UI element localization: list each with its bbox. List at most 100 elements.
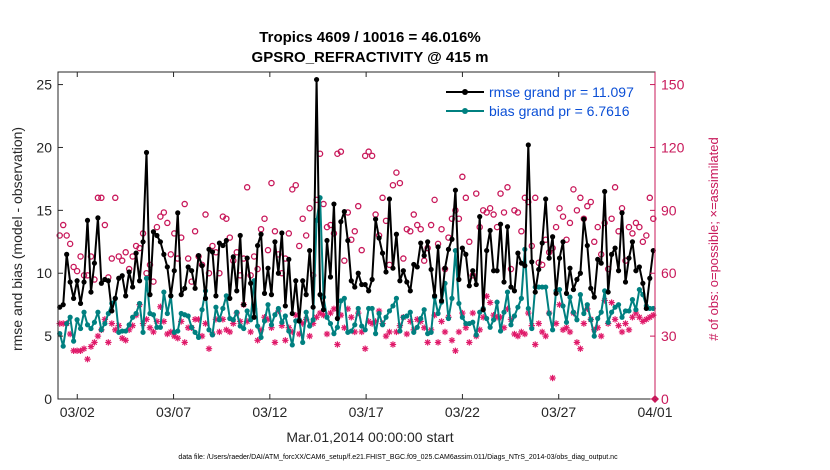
possible-point bbox=[410, 211, 418, 218]
series-point bbox=[241, 325, 247, 332]
assimilated-point bbox=[577, 345, 584, 352]
possible-point bbox=[261, 215, 268, 222]
assimilated-point bbox=[469, 309, 476, 317]
assimilated-point bbox=[448, 337, 456, 344]
series-point bbox=[348, 278, 354, 284]
x-tick-label: 03/12 bbox=[252, 404, 287, 420]
possible-point bbox=[379, 194, 386, 202]
possible-point bbox=[483, 209, 490, 216]
series-point bbox=[581, 216, 587, 222]
series-rmse bbox=[57, 76, 656, 324]
series-point bbox=[109, 308, 115, 314]
series-point bbox=[494, 268, 500, 274]
series-point bbox=[324, 237, 330, 244]
possible-point bbox=[202, 211, 209, 218]
possible-point bbox=[646, 194, 654, 202]
assimilated-point bbox=[455, 328, 463, 336]
series-point bbox=[123, 328, 129, 334]
series-point bbox=[567, 265, 573, 271]
possible-point bbox=[368, 152, 376, 160]
series-point bbox=[376, 235, 382, 241]
possible-point bbox=[184, 255, 192, 262]
series-point bbox=[407, 309, 413, 315]
x-tick-label: 03/07 bbox=[156, 404, 191, 420]
series-point bbox=[119, 273, 125, 279]
series-point bbox=[147, 292, 153, 298]
x-tick-label: 03/17 bbox=[349, 404, 384, 420]
series-point bbox=[98, 280, 104, 286]
series-point bbox=[91, 319, 98, 325]
possible-point bbox=[573, 207, 581, 214]
assimilated-point bbox=[532, 341, 539, 348]
possible-point bbox=[164, 219, 171, 227]
series-point bbox=[400, 268, 406, 274]
series-point bbox=[157, 324, 163, 330]
series-point bbox=[136, 300, 143, 307]
series-point bbox=[282, 303, 288, 309]
series-point bbox=[459, 314, 465, 320]
possible-point bbox=[650, 215, 657, 222]
series-point bbox=[598, 309, 604, 315]
series-point bbox=[261, 290, 268, 296]
series-point bbox=[300, 278, 306, 284]
series-point bbox=[445, 315, 452, 322]
series-point bbox=[588, 285, 594, 291]
series-point bbox=[570, 309, 577, 315]
series-point bbox=[629, 297, 636, 303]
series-point bbox=[390, 265, 396, 271]
assimilated-point bbox=[573, 339, 581, 346]
series-point bbox=[504, 289, 511, 295]
series-point bbox=[230, 254, 236, 260]
series-point bbox=[341, 295, 347, 301]
series-point bbox=[466, 283, 472, 289]
series-point bbox=[244, 308, 250, 314]
series-point bbox=[605, 319, 611, 325]
assimilated-point bbox=[618, 328, 626, 336]
series-point bbox=[265, 302, 271, 308]
legend-label: bias grand pr = 6.7616 bbox=[489, 103, 630, 119]
assimilated-point bbox=[466, 339, 473, 346]
series-point bbox=[511, 288, 518, 294]
possible-point bbox=[101, 221, 109, 229]
series-point bbox=[491, 317, 497, 323]
assimilated-point bbox=[334, 341, 341, 348]
series-point bbox=[615, 302, 622, 308]
assimilated-point bbox=[452, 347, 459, 354]
possible-point bbox=[407, 228, 414, 235]
series-point bbox=[633, 268, 639, 274]
series-point bbox=[501, 309, 507, 315]
series-point bbox=[539, 240, 545, 246]
series-point bbox=[195, 253, 202, 259]
series-point bbox=[289, 310, 295, 317]
possible-point bbox=[393, 169, 400, 176]
series-point bbox=[143, 275, 150, 281]
y-tick-label: 20 bbox=[36, 139, 52, 155]
legend-swatch-marker bbox=[462, 89, 468, 95]
series-point bbox=[143, 149, 150, 156]
possible-point bbox=[56, 232, 63, 239]
possible-point bbox=[611, 184, 619, 191]
series-point bbox=[237, 232, 243, 239]
possible-point bbox=[223, 215, 230, 222]
series-point bbox=[487, 324, 493, 330]
assimilated-point bbox=[247, 328, 254, 336]
series-point bbox=[289, 342, 295, 348]
series-point bbox=[497, 328, 504, 334]
series-point bbox=[352, 322, 358, 328]
series-point bbox=[418, 315, 424, 322]
possible-point bbox=[636, 223, 643, 231]
assimilated-point bbox=[386, 328, 393, 336]
series-point bbox=[307, 247, 313, 254]
possible-point bbox=[209, 242, 216, 250]
possible-point bbox=[448, 215, 456, 222]
series-point bbox=[77, 300, 84, 307]
series-point bbox=[164, 310, 170, 317]
possible-point bbox=[462, 194, 470, 202]
series-point bbox=[223, 237, 229, 244]
possible-point bbox=[417, 225, 424, 233]
series-point bbox=[563, 290, 570, 296]
assimilated-point bbox=[230, 320, 237, 327]
series-point bbox=[619, 210, 625, 216]
series-point bbox=[497, 221, 504, 227]
assimilated-point bbox=[625, 326, 633, 334]
